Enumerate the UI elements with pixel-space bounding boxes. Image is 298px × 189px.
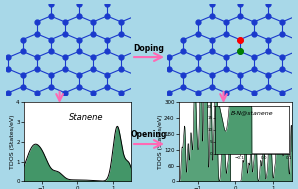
Y-axis label: TDOS (States/eV): TDOS (States/eV) [10,115,15,169]
Y-axis label: TDOS (States/eV): TDOS (States/eV) [158,115,163,169]
Text: Stanene: Stanene [69,112,103,122]
Text: Opening: Opening [131,130,167,139]
Text: Doping: Doping [134,43,164,53]
